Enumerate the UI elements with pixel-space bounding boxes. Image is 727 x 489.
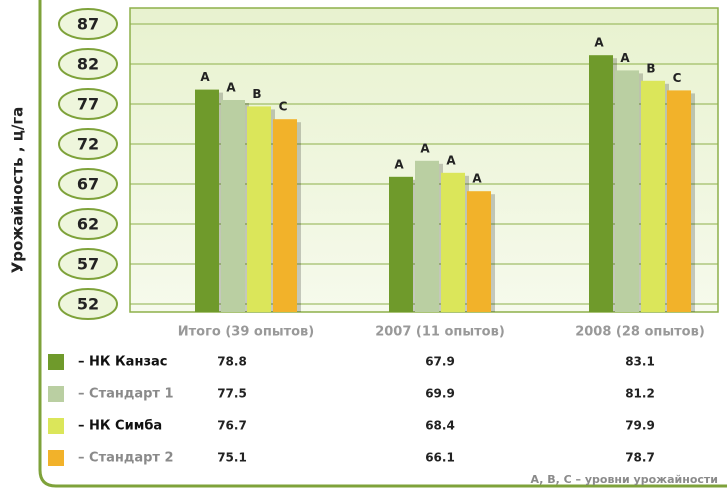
bar (273, 119, 297, 312)
table-value: 75.1 (217, 451, 247, 465)
tick-oval (58, 248, 118, 280)
bar (589, 55, 613, 312)
table-value: 69.9 (425, 387, 455, 401)
legend-swatch (48, 450, 64, 466)
bar (641, 80, 665, 312)
bar-side (297, 122, 301, 312)
significance-letter: A (594, 36, 604, 50)
bar (667, 90, 691, 313)
tick-oval (58, 48, 118, 80)
tick-oval (58, 88, 118, 120)
significance-letter: C (673, 71, 682, 85)
significance-letter: B (646, 61, 655, 75)
tick-oval (58, 288, 118, 320)
tick-oval (58, 128, 118, 160)
bar (615, 70, 639, 313)
x-tick-label: 2007 (11 опытов) (375, 325, 505, 340)
bar (467, 191, 491, 312)
bar (415, 160, 439, 312)
legend-swatch (48, 354, 64, 370)
bar (441, 172, 465, 312)
bar (195, 89, 219, 312)
bar (247, 106, 271, 313)
legend-label: – Стандарт 2 (78, 451, 174, 466)
y-tick-label: 72 (77, 135, 99, 154)
table-value: 79.9 (625, 419, 655, 433)
y-tick-label: 57 (77, 255, 99, 274)
y-tick-label: 87 (77, 15, 99, 34)
table-value: 81.2 (625, 387, 655, 401)
bar-side (491, 194, 495, 312)
bar (389, 176, 413, 312)
legend-swatch (48, 418, 64, 434)
y-tick-label: 82 (77, 55, 99, 74)
x-tick-label: 2008 (28 опытов) (575, 325, 705, 340)
table-value: 76.7 (217, 419, 247, 433)
table-value: 68.4 (425, 419, 455, 433)
significance-letter: A (420, 141, 430, 155)
significance-letter: A (446, 153, 456, 167)
table-value: 78.8 (217, 355, 247, 369)
frame (38, 0, 727, 488)
y-tick-label: 62 (77, 215, 99, 234)
legend-label: – Стандарт 1 (78, 387, 174, 402)
x-tick-label: Итого (39 опытов) (178, 325, 314, 340)
table-value: 66.1 (425, 451, 455, 465)
table-value: 77.5 (217, 387, 247, 401)
tick-oval (58, 208, 118, 240)
significance-letter: A (226, 81, 236, 95)
y-tick-label: 52 (77, 295, 99, 314)
table-value: 78.7 (625, 451, 655, 465)
y-tick-label: 77 (77, 95, 99, 114)
bar-side (691, 93, 695, 313)
note: A, B, C – уровни урожайности (531, 473, 719, 486)
legend-label: – НК Канзас (78, 355, 167, 370)
label-bg (0, 100, 36, 290)
tick-oval (58, 168, 118, 200)
y-tick-label: 67 (77, 175, 99, 194)
tick-oval (58, 8, 118, 40)
table-value: 67.9 (425, 355, 455, 369)
significance-letter: A (620, 51, 630, 65)
bar (221, 100, 245, 312)
significance-letter: A (394, 157, 404, 171)
significance-letter: A (200, 70, 210, 84)
legend-label: – НК Симба (78, 419, 162, 434)
significance-letter: A (472, 172, 482, 186)
significance-letter: B (252, 87, 261, 101)
y-axis-label: Урожайность , ц/га (9, 107, 27, 274)
significance-letter: C (279, 100, 288, 114)
table-value: 83.1 (625, 355, 655, 369)
legend-swatch (48, 386, 64, 402)
